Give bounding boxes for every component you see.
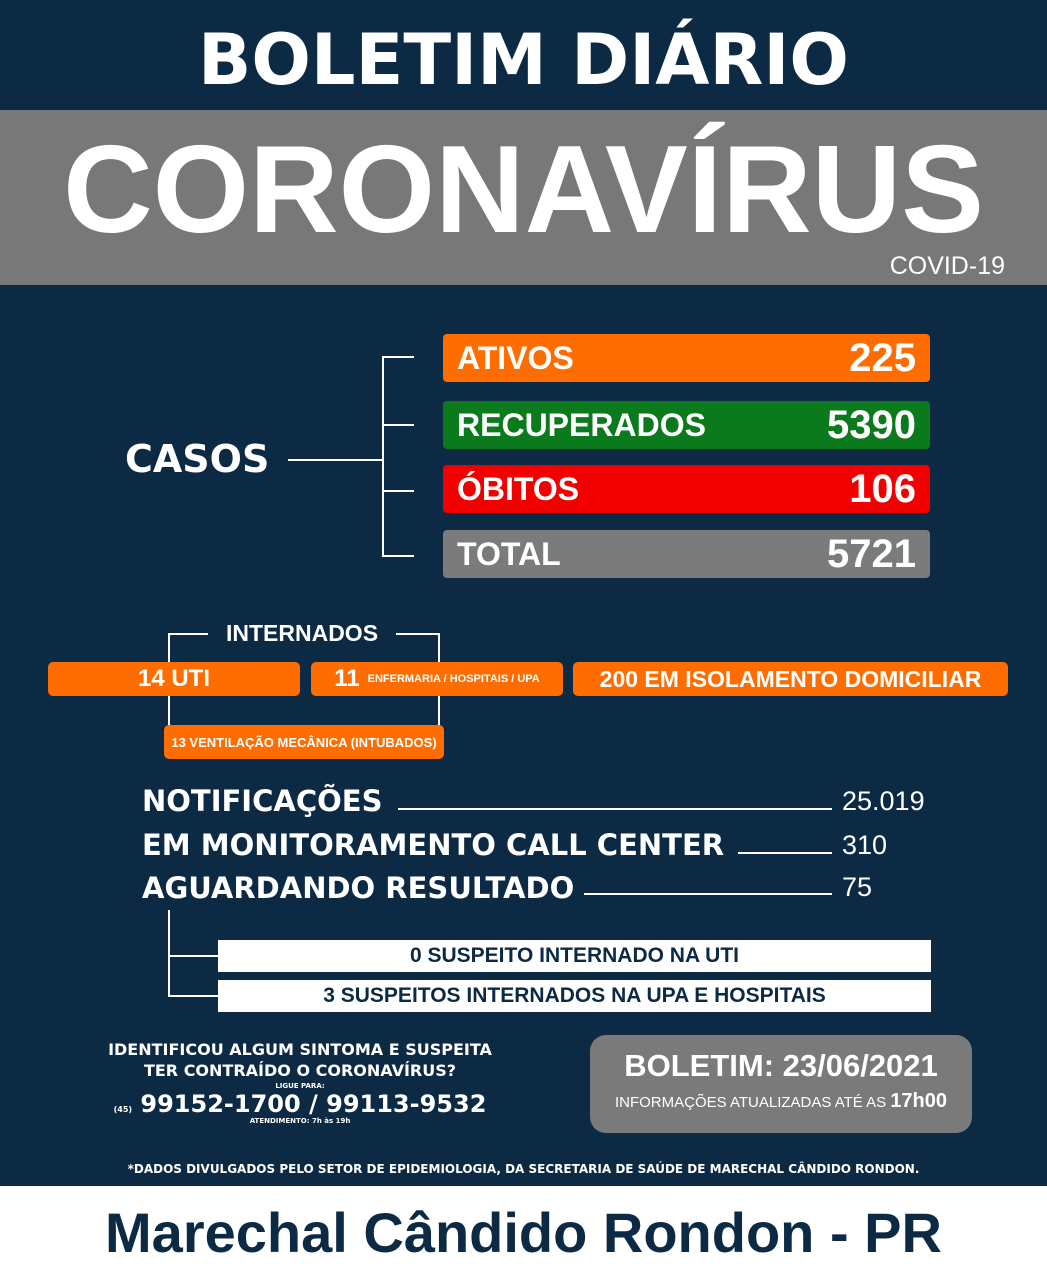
stat-value: 225 bbox=[849, 335, 916, 380]
stat-ativos: ATIVOS 225 bbox=[443, 334, 930, 382]
title-band bbox=[0, 110, 1047, 285]
isolamento-pill: 200 EM ISOLAMENTO DOMICILIAR bbox=[573, 662, 1008, 696]
stat-value: 5390 bbox=[827, 402, 916, 447]
boletim-box: BOLETIM: 23/06/2021 INFORMAÇÕES ATUALIZA… bbox=[590, 1035, 972, 1133]
connector bbox=[382, 424, 414, 426]
stat-row-value: 75 bbox=[842, 872, 873, 902]
connector bbox=[382, 356, 414, 358]
enfermaria-pill: 11 ENFERMARIA / HOSPITAIS / UPA bbox=[311, 662, 563, 696]
contact-block: IDENTIFICOU ALGUM SINTOMA E SUSPEITA TER… bbox=[40, 1040, 560, 1126]
enfermaria-count: 11 bbox=[334, 665, 360, 692]
atendimento: ATENDIMENTO: 7h às 19h bbox=[249, 1117, 351, 1126]
stat-obitos: ÓBITOS 106 bbox=[443, 465, 930, 513]
internados-label: INTERNADOS bbox=[225, 620, 379, 646]
stat-label: ÓBITOS bbox=[457, 470, 580, 507]
suspeitos-upa: 3 SUSPEITOS INTERNADOS NA UPA E HOSPITAI… bbox=[218, 980, 931, 1012]
phones: (45) 99152-1700 / 99113-9532 bbox=[40, 1091, 560, 1117]
leader-line bbox=[738, 852, 832, 854]
contact-line1: IDENTIFICOU ALGUM SINTOMA E SUSPEITA bbox=[108, 1040, 492, 1059]
casos-label: CASOS bbox=[125, 437, 270, 481]
stat-label: RECUPERADOS bbox=[457, 406, 706, 443]
connector bbox=[168, 955, 218, 957]
ventilacao-pill: 13 VENTILAÇÃO MECÂNICA (INTUBADOS) bbox=[164, 725, 444, 759]
stat-value: 5721 bbox=[827, 531, 916, 576]
connector bbox=[168, 633, 208, 635]
stat-row-label: EM MONITORAMENTO CALL CENTER bbox=[142, 828, 725, 862]
leader-line bbox=[584, 893, 832, 895]
stat-value: 106 bbox=[849, 466, 916, 511]
footer-city: Marechal Cândido Rondon - PR bbox=[0, 1186, 1047, 1280]
boletim-date: BOLETIM: 23/06/2021 bbox=[624, 1048, 938, 1083]
stat-row-value: 310 bbox=[842, 830, 888, 860]
connector bbox=[382, 356, 384, 556]
stat-label: TOTAL bbox=[457, 535, 561, 572]
enfermaria-label: ENFERMARIA / HOSPITAIS / UPA bbox=[367, 673, 540, 685]
bulletin-title: BOLETIM DIÁRIO bbox=[198, 19, 849, 101]
info-text: INFORMAÇÕES ATUALIZADAS ATÉ AS bbox=[614, 1094, 887, 1112]
suspeito-uti: 0 SUSPEITO INTERNADO NA UTI bbox=[218, 940, 931, 972]
connector bbox=[382, 490, 414, 492]
main-title: CORONAVÍRUS bbox=[63, 121, 984, 259]
ddd: (45) bbox=[113, 1104, 133, 1114]
stat-total: TOTAL 5721 bbox=[443, 530, 930, 578]
stat-label: ATIVOS bbox=[457, 339, 574, 376]
uti-pill: 14 UTI bbox=[48, 662, 300, 696]
stat-recuperados: RECUPERADOS 5390 bbox=[443, 401, 930, 449]
leader-line bbox=[398, 808, 832, 810]
connector bbox=[168, 910, 170, 996]
contact-line2: TER CONTRAÍDO O CORONAVÍRUS? bbox=[143, 1061, 457, 1081]
stat-row-label: AGUARDANDO RESULTADO bbox=[142, 871, 575, 905]
boletim-info: INFORMAÇÕES ATUALIZADAS ATÉ AS 17h00 bbox=[590, 1088, 972, 1114]
phone-numbers: 99152-1700 / 99113-9532 bbox=[140, 1089, 487, 1118]
info-time: 17h00 bbox=[890, 1090, 948, 1113]
source-note: *DADOS DIVULGADOS PELO SETOR DE EPIDEMIO… bbox=[127, 1162, 920, 1176]
connector bbox=[382, 555, 414, 557]
connector bbox=[396, 633, 440, 635]
ligue-label: LIGUE PARA: bbox=[275, 1082, 325, 1091]
stat-row-label: NOTIFICAÇÕES bbox=[142, 784, 383, 818]
subtitle: COVID-19 bbox=[889, 252, 1005, 280]
connector bbox=[168, 995, 218, 997]
connector bbox=[288, 459, 383, 461]
stat-row-value: 25.019 bbox=[842, 786, 925, 816]
